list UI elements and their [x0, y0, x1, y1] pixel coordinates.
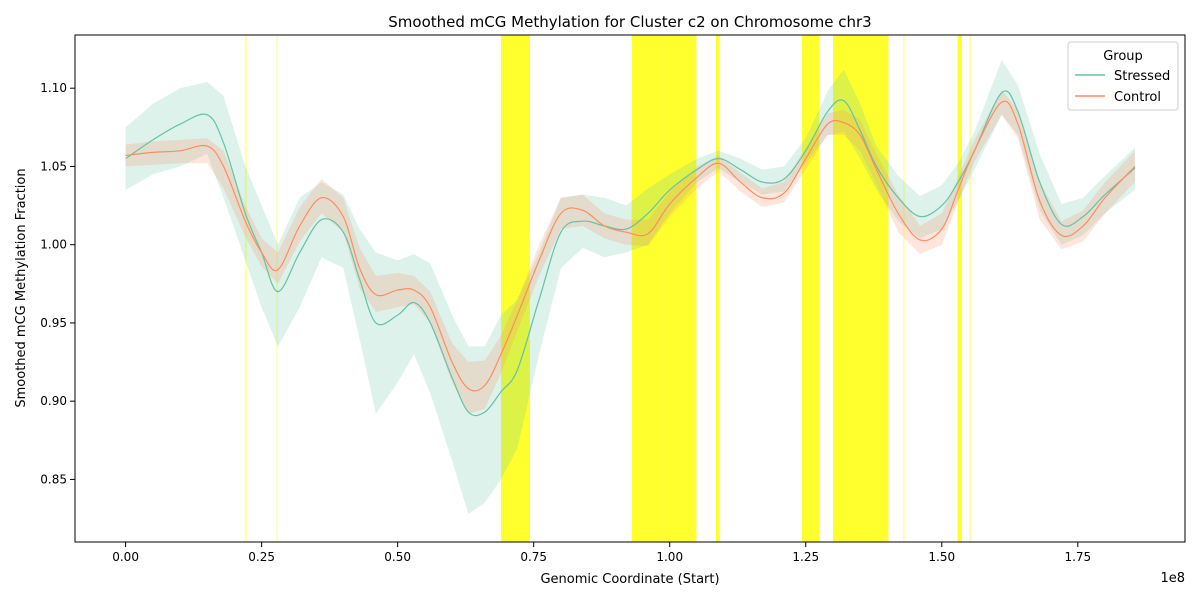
legend: Group Stressed Control — [1067, 41, 1179, 111]
y-tick-label: 1.05 — [40, 159, 67, 173]
highlight-region — [903, 35, 905, 542]
chart-title: Smoothed mCG Methylation for Cluster c2 … — [388, 13, 871, 31]
series-lines — [125, 90, 1136, 417]
x-tick-label: 0.25 — [248, 550, 275, 564]
y-tick-label: 1.10 — [40, 81, 67, 95]
highlight-region — [968, 35, 972, 542]
legend-label-stressed: Stressed — [1114, 69, 1170, 84]
highlight-region — [662, 35, 697, 542]
confidence-bands — [125, 60, 1135, 514]
highlight-region — [957, 35, 962, 542]
series-line-control — [125, 100, 1136, 392]
legend-label-control: Control — [1114, 90, 1161, 105]
highlight-region — [832, 35, 889, 542]
confidence-band-stressed — [125, 60, 1135, 514]
highlight-region — [244, 35, 247, 542]
confidence-band-control — [125, 89, 1135, 414]
x-tick-label: 1.00 — [656, 550, 683, 564]
y-axis-label: Smoothed mCG Methylation Fraction — [14, 168, 29, 407]
plot-frame — [74, 34, 1186, 543]
y-tick-label: 0.95 — [40, 316, 67, 330]
x-axis-label: Genomic Coordinate (Start) — [540, 572, 719, 587]
highlight-region — [715, 35, 720, 542]
x-offset-label: 1e8 — [1160, 571, 1185, 586]
highlight-region — [501, 35, 530, 542]
y-tick-label: 0.85 — [40, 472, 67, 486]
y-tick-label: 0.90 — [40, 394, 67, 408]
x-tick-label: 1.50 — [928, 550, 955, 564]
legend-title: Group — [1103, 49, 1143, 64]
highlight-regions — [244, 35, 972, 542]
legend-box — [1067, 41, 1179, 111]
x-tick-label: 1.25 — [792, 550, 819, 564]
x-tick-label: 1.75 — [1064, 550, 1091, 564]
x-tick-label: 0.50 — [384, 550, 411, 564]
highlight-region — [276, 35, 278, 542]
highlight-region — [801, 35, 820, 542]
x-axis: 0.00 0.25 0.50 0.75 1.00 1.25 1.50 1.75 — [112, 542, 1091, 564]
x-tick-label: 0.00 — [112, 550, 139, 564]
y-tick-label: 1.00 — [40, 238, 67, 252]
series-line-stressed — [125, 90, 1136, 417]
highlight-region — [631, 35, 663, 542]
x-tick-label: 0.75 — [520, 550, 547, 564]
y-axis: 0.85 0.90 0.95 1.00 1.05 1.10 — [40, 81, 75, 486]
